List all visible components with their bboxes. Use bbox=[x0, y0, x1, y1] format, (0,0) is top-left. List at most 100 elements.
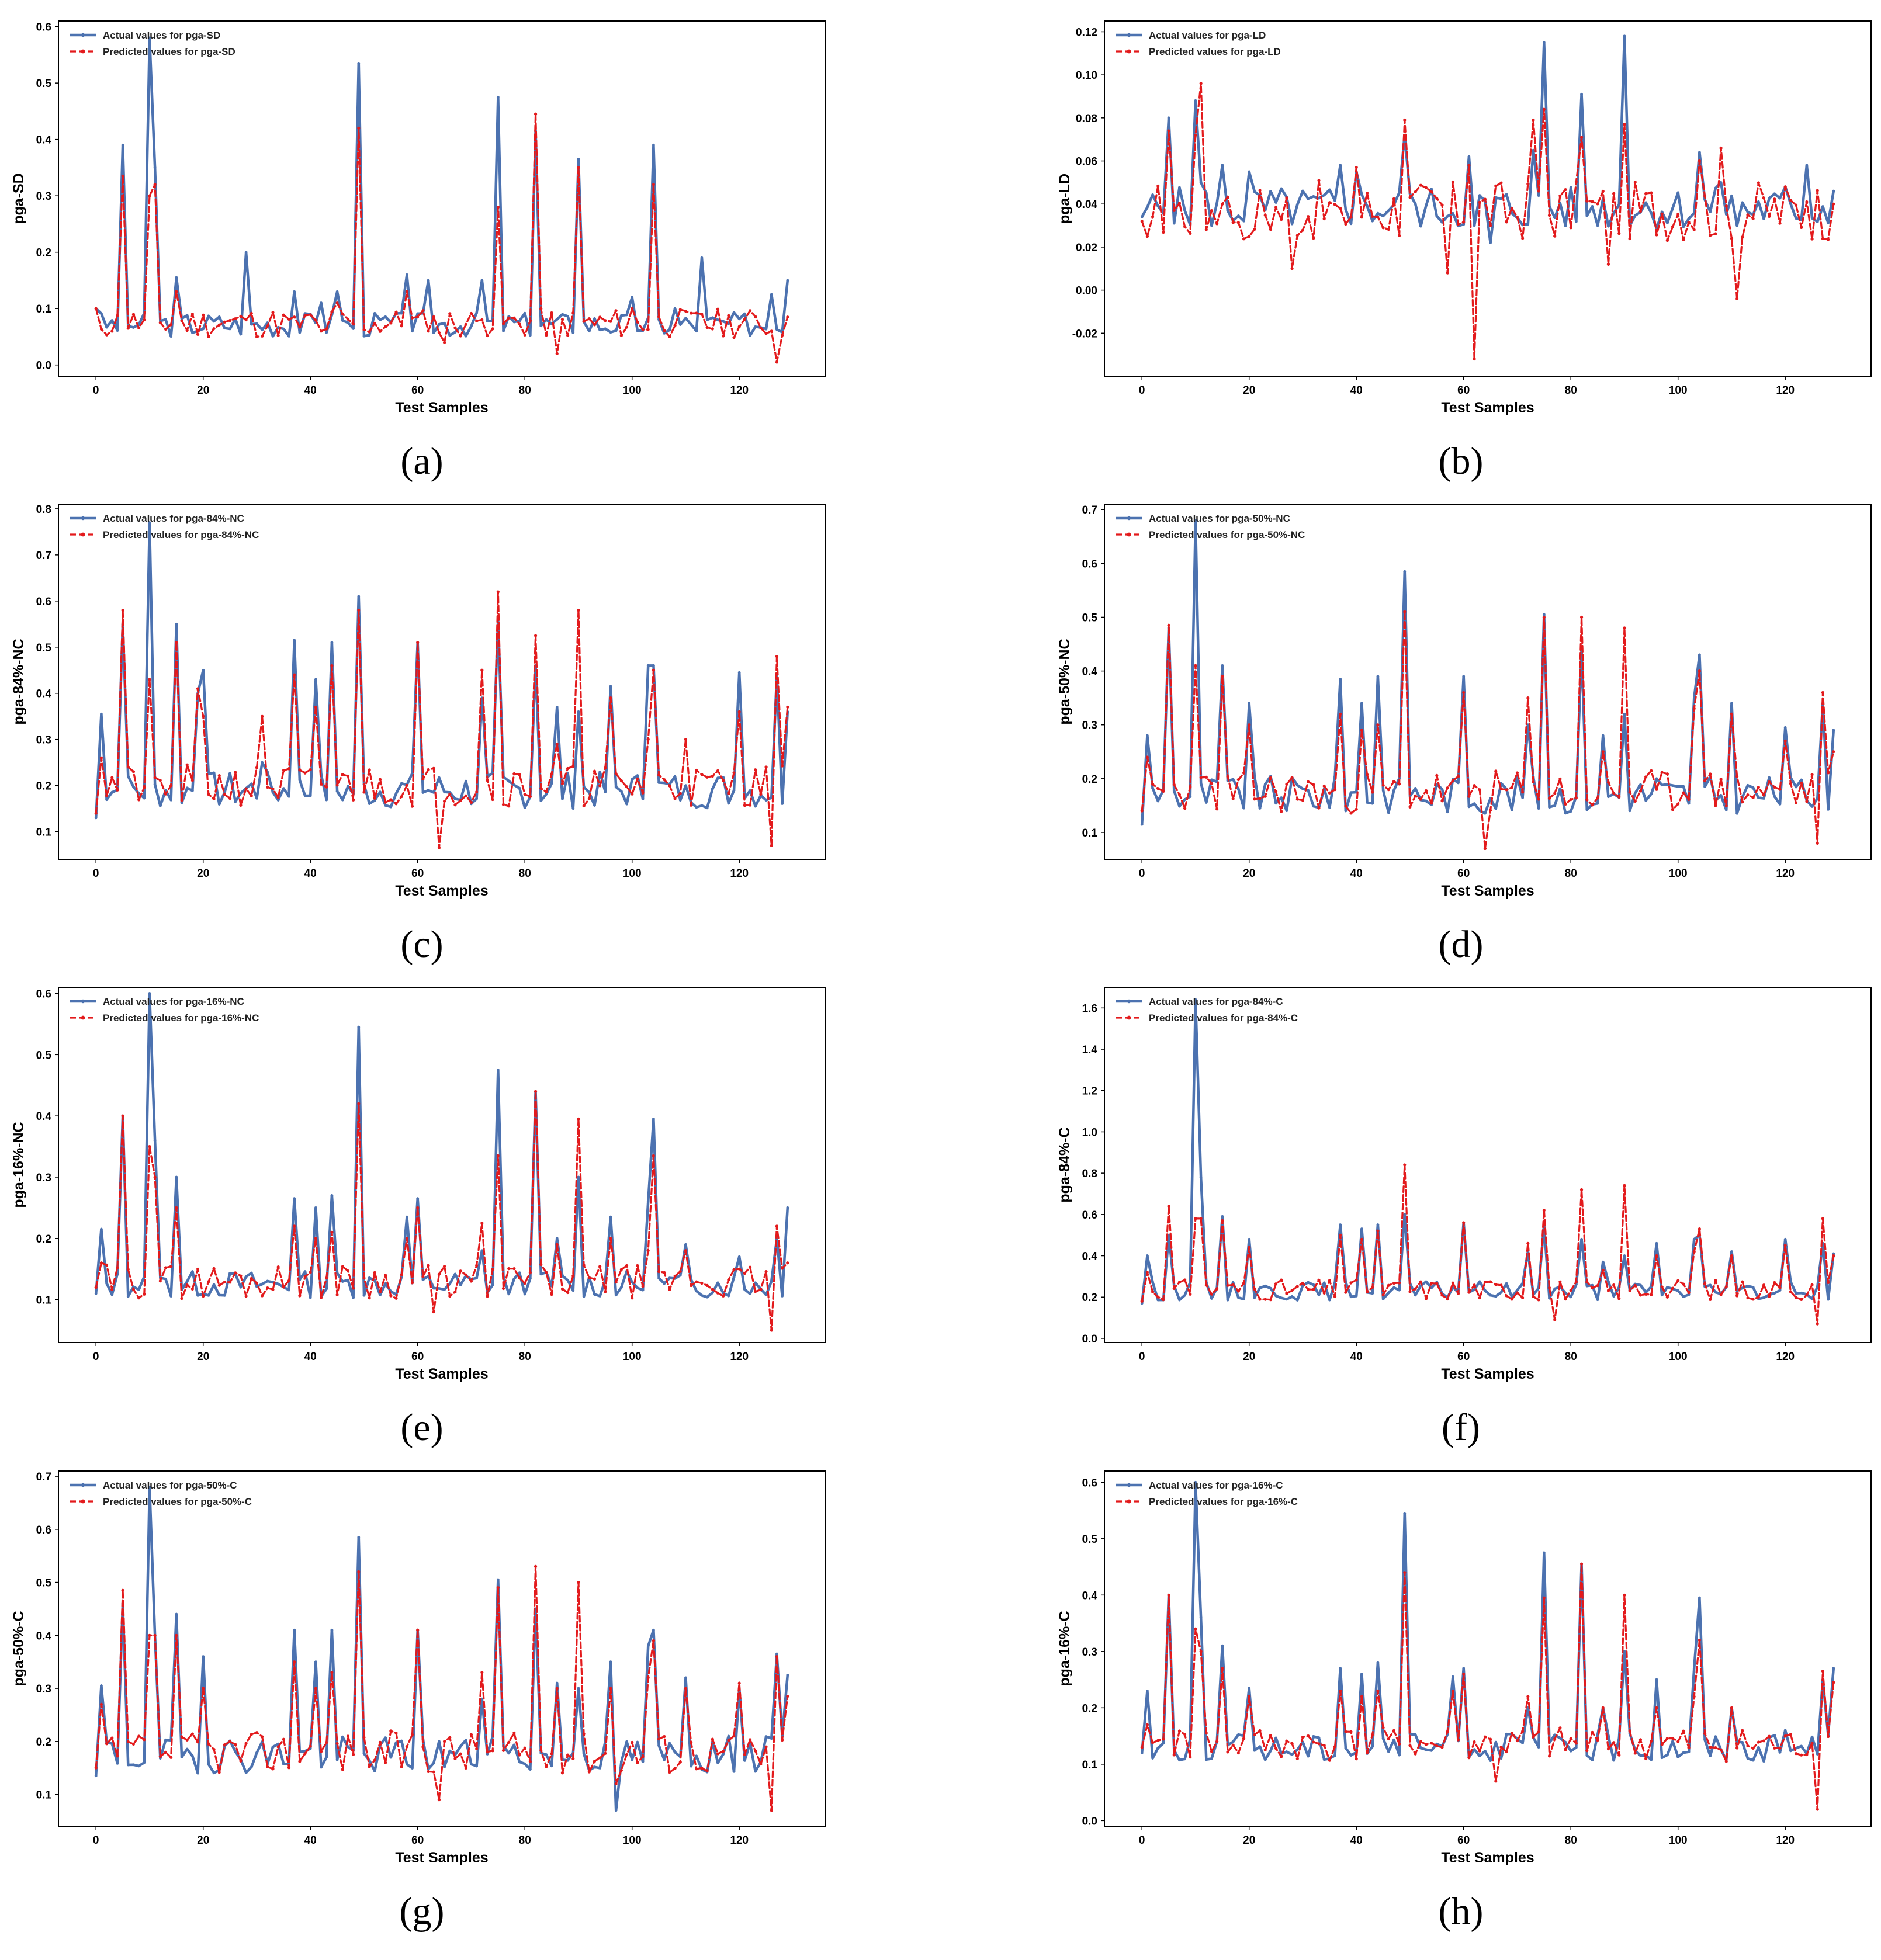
data-point bbox=[1467, 164, 1471, 167]
data-point bbox=[1322, 1291, 1326, 1295]
data-point bbox=[1156, 799, 1160, 803]
data-point bbox=[137, 1734, 141, 1738]
data-point bbox=[690, 1283, 693, 1288]
data-point bbox=[1692, 1695, 1696, 1698]
data-point bbox=[1177, 793, 1182, 796]
data-point bbox=[1714, 1746, 1717, 1750]
series-line-actual bbox=[1140, 998, 1835, 1305]
data-point bbox=[298, 1294, 302, 1298]
data-point bbox=[99, 756, 103, 759]
data-point bbox=[582, 1752, 586, 1756]
data-point bbox=[1810, 237, 1814, 241]
data-point bbox=[1746, 1744, 1750, 1748]
data-point bbox=[164, 318, 167, 321]
data-point bbox=[1810, 805, 1814, 808]
data-point bbox=[352, 1286, 355, 1290]
data-point bbox=[1381, 214, 1385, 218]
data-point bbox=[1778, 221, 1782, 225]
data-point bbox=[239, 1759, 243, 1763]
data-point bbox=[148, 36, 151, 40]
data-point bbox=[1317, 1742, 1321, 1746]
data-point bbox=[1515, 1291, 1519, 1295]
data-point bbox=[587, 317, 591, 321]
y-tick-label: 0.7 bbox=[36, 1471, 51, 1483]
data-point bbox=[560, 782, 564, 786]
data-point bbox=[228, 1271, 231, 1275]
data-point bbox=[1612, 1758, 1616, 1762]
data-point bbox=[1650, 211, 1653, 215]
data-point bbox=[1805, 800, 1809, 803]
data-point bbox=[614, 1281, 618, 1284]
data-point bbox=[668, 1288, 671, 1291]
data-point bbox=[244, 318, 248, 322]
data-point bbox=[604, 766, 607, 769]
data-point bbox=[1177, 1729, 1182, 1733]
legend-marker bbox=[1127, 532, 1131, 537]
data-point bbox=[1280, 187, 1283, 190]
data-point bbox=[507, 1740, 511, 1744]
data-point bbox=[1510, 808, 1513, 811]
data-point bbox=[1494, 184, 1498, 188]
data-point bbox=[1601, 734, 1605, 737]
data-point bbox=[1564, 811, 1567, 815]
data-point bbox=[1215, 1287, 1219, 1291]
data-point bbox=[1381, 1737, 1385, 1740]
data-point bbox=[1682, 1295, 1685, 1298]
data-point bbox=[555, 1681, 559, 1685]
data-point bbox=[1773, 1734, 1776, 1737]
data-point bbox=[1494, 1283, 1498, 1286]
data-point bbox=[368, 330, 371, 334]
data-point bbox=[293, 1660, 296, 1664]
chart-panel-h: 0 20 40 60 80 100 120 0.0 0.1 0.2 0.3 0.4 0.5 0.6 Test… bbox=[1046, 1462, 1879, 1866]
data-point bbox=[1569, 1288, 1572, 1292]
data-point bbox=[143, 318, 146, 321]
data-point bbox=[1548, 806, 1551, 809]
data-point bbox=[330, 641, 334, 644]
data-point bbox=[716, 307, 720, 311]
data-point bbox=[711, 774, 714, 778]
data-point bbox=[1387, 1283, 1390, 1287]
data-point bbox=[1617, 1753, 1621, 1757]
data-point bbox=[196, 332, 200, 337]
data-point bbox=[1827, 808, 1830, 811]
data-point bbox=[1280, 1278, 1283, 1282]
data-point bbox=[1425, 204, 1428, 207]
data-point bbox=[673, 307, 677, 310]
data-point bbox=[1730, 702, 1733, 705]
y-tick-label: 0.5 bbox=[36, 1577, 52, 1590]
data-point bbox=[555, 743, 559, 746]
data-point bbox=[1183, 1757, 1187, 1761]
data-point bbox=[1194, 133, 1197, 137]
data-point bbox=[571, 807, 575, 810]
data-point bbox=[1387, 1737, 1390, 1740]
data-point bbox=[545, 1765, 548, 1768]
data-point bbox=[486, 1295, 489, 1298]
data-point bbox=[314, 1687, 317, 1690]
data-point bbox=[786, 279, 789, 282]
data-point bbox=[705, 806, 709, 810]
data-point bbox=[1290, 776, 1294, 779]
data-point bbox=[764, 1735, 768, 1738]
data-point bbox=[754, 1770, 757, 1773]
data-point bbox=[1430, 802, 1433, 805]
data-point bbox=[1542, 615, 1546, 619]
data-point bbox=[1177, 1281, 1182, 1284]
data-point bbox=[641, 1760, 645, 1763]
data-point bbox=[1778, 1289, 1782, 1292]
data-point bbox=[1344, 1291, 1347, 1294]
data-point bbox=[1698, 669, 1702, 673]
data-point bbox=[732, 336, 736, 339]
data-point bbox=[1248, 1687, 1251, 1690]
data-point bbox=[523, 333, 526, 337]
data-point bbox=[1633, 1283, 1637, 1287]
data-point bbox=[1381, 783, 1385, 787]
data-point bbox=[341, 1265, 344, 1268]
data-point bbox=[1601, 1268, 1605, 1272]
data-point bbox=[1339, 677, 1342, 681]
data-point bbox=[389, 798, 393, 802]
data-point bbox=[775, 360, 779, 364]
data-point bbox=[1762, 217, 1765, 220]
data-point bbox=[1601, 1260, 1605, 1264]
data-point bbox=[453, 326, 457, 329]
chart-svg-h: 0 20 40 60 80 100 1200.00.10.20.30.40.50.6Test… bbox=[1056, 1470, 1872, 1866]
